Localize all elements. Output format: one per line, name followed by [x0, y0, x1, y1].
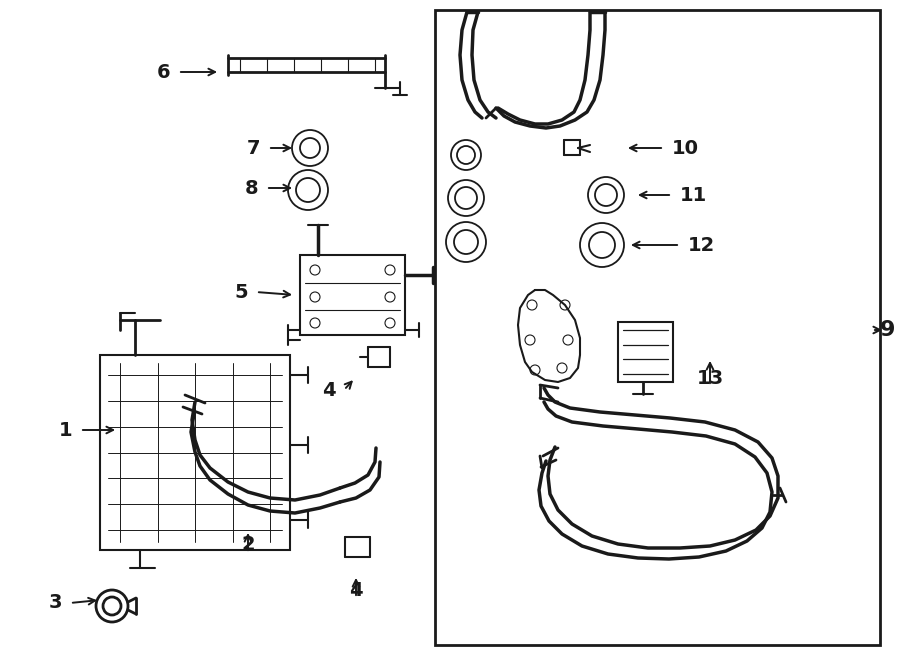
- Text: 8: 8: [245, 179, 258, 197]
- Bar: [618, 322, 673, 382]
- Bar: [100, 355, 290, 550]
- Text: 10: 10: [672, 138, 699, 158]
- Text: 7: 7: [247, 138, 260, 158]
- Text: 4: 4: [349, 581, 363, 600]
- Text: 1: 1: [58, 420, 72, 440]
- Bar: [300, 255, 405, 335]
- Text: 13: 13: [697, 369, 724, 387]
- Text: 4: 4: [322, 381, 336, 399]
- Text: 3: 3: [49, 594, 62, 612]
- Text: 12: 12: [688, 236, 716, 254]
- Bar: [435, 10, 880, 645]
- Text: 2: 2: [241, 536, 255, 555]
- Text: 9: 9: [880, 320, 896, 340]
- Text: 5: 5: [234, 283, 248, 301]
- Text: 6: 6: [157, 62, 170, 81]
- Text: 11: 11: [680, 185, 707, 205]
